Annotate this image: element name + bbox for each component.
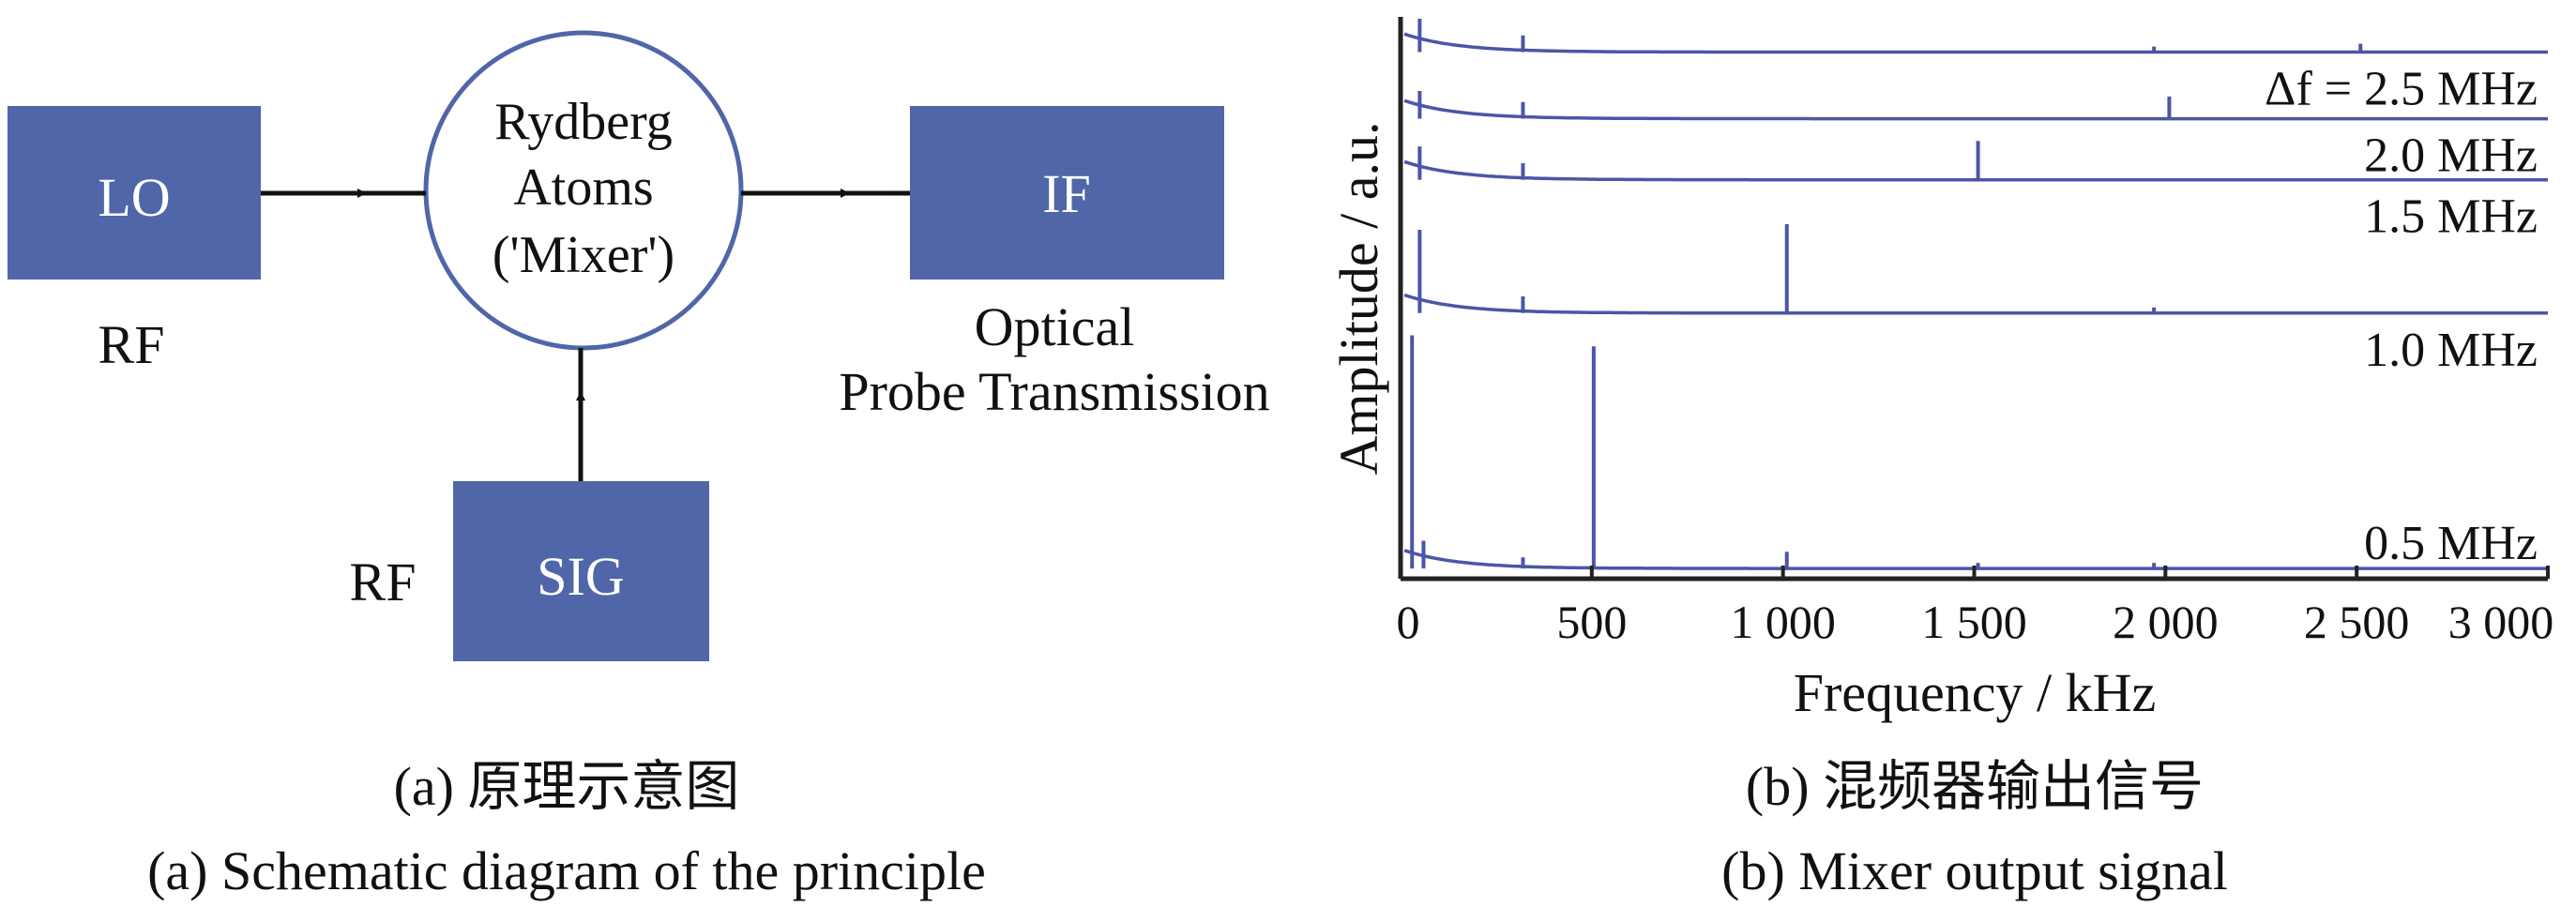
if-block	[910, 106, 1224, 280]
trace-1	[1403, 98, 2548, 121]
if-label: IF	[1042, 163, 1091, 224]
trace-label-3: 1.0 MHz	[2364, 324, 2538, 377]
x-tick-label-6: 3 000	[2448, 596, 2554, 648]
x-tick-label-2: 1 000	[1730, 596, 1836, 648]
mixer-circle	[423, 30, 744, 351]
x-tick-label-5: 2 500	[2304, 596, 2410, 648]
trace-label-group: Δf = 2.5 MHz 2.0 MHz 1.5 MHz 1.0 MHz 0.5 MHz	[2265, 63, 2538, 571]
trace-2	[1403, 159, 2548, 182]
lo-label: LO	[98, 167, 170, 228]
x-tick-label-3: 1 500	[1921, 596, 2027, 648]
trace-0	[1403, 32, 2548, 54]
caption-a-cn: (a) 原理示意图	[394, 756, 740, 817]
mixer-line-1: Rydberg	[494, 93, 673, 151]
trace-label-1: 2.0 MHz	[2364, 129, 2538, 183]
trace-label-2: 1.5 MHz	[2364, 190, 2538, 244]
x-tick-group: 0 500 1 000 1 500 2 000 2 500 3 000	[1397, 566, 2554, 648]
mixer-line-2: Atoms	[513, 159, 653, 217]
trace-3	[1403, 293, 2548, 315]
lo-block	[8, 106, 261, 280]
probe-transmission-label: Probe Transmission	[839, 361, 1269, 422]
x-tick-label-0: 0	[1397, 596, 1420, 648]
y-axis-label: Amplitude / a.u.	[1328, 122, 1389, 476]
rf-lo-label: RF	[98, 314, 165, 375]
optical-label: Optical	[975, 296, 1135, 357]
sig-block	[453, 481, 709, 661]
sig-label: SIG	[537, 546, 624, 607]
caption-b-cn: (b) 混频器输出信号	[1746, 756, 2204, 817]
mixer-line-3: ('Mixer')	[492, 226, 674, 284]
rf-sig-label: RF	[350, 552, 417, 612]
caption-a-en: (a) Schematic diagram of the principle	[147, 840, 986, 901]
trace-label-4: 0.5 MHz	[2364, 517, 2538, 570]
x-tick-label-4: 2 000	[2113, 596, 2219, 648]
x-axis-label: Frequency / kHz	[1794, 662, 2157, 723]
trace-label-0: Δf = 2.5 MHz	[2265, 63, 2538, 116]
caption-b-en: (b) Mixer output signal	[1721, 840, 2228, 901]
x-tick-label-1: 500	[1556, 596, 1627, 648]
schematic-panel: LO IF SIG Rydberg Atoms ('Mixer') RF RF …	[8, 30, 1270, 901]
mixer-output-chart: Δf = 2.5 MHz 2.0 MHz 1.5 MHz 1.0 MHz 0.5 MHz…	[1328, 17, 2553, 901]
